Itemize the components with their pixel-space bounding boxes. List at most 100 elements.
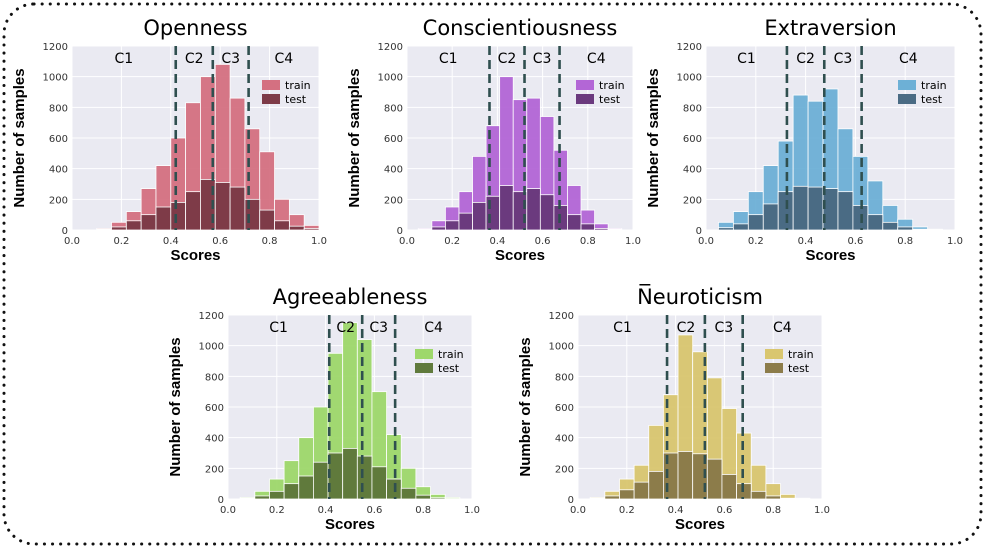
y-tick-label: 600 — [384, 134, 403, 145]
y-tick-label: 1000 — [549, 342, 574, 353]
x-tick-label: 0.0 — [64, 236, 80, 247]
test-bar — [269, 490, 285, 500]
x-tick-label: 0.6 — [366, 505, 382, 516]
test-bar — [445, 220, 460, 231]
test-bar — [312, 461, 329, 500]
test-bar — [677, 451, 694, 500]
x-tick-label: 1.0 — [311, 236, 327, 247]
y-tick-label: 1200 — [43, 42, 68, 53]
test-bar — [485, 195, 501, 231]
cluster-label: C1 — [613, 320, 632, 336]
cluster-label: C4 — [899, 51, 918, 67]
test-bar — [807, 186, 824, 231]
y-tick-label: 600 — [49, 134, 68, 145]
test-bar — [274, 220, 290, 231]
x-tick-label: 0.4 — [163, 236, 179, 247]
test-bar — [431, 226, 446, 231]
panel-title: Conscientiousness — [423, 16, 618, 40]
test-bar — [762, 203, 779, 231]
x-tick-label: 0.8 — [415, 505, 431, 516]
x-tick-label: 0.2 — [748, 236, 764, 247]
test-bar — [589, 497, 606, 500]
x-axis-label: Scores — [805, 247, 855, 264]
test-bar — [472, 201, 487, 231]
legend-label-train: train — [788, 348, 814, 361]
legend-swatch-train — [765, 349, 783, 359]
test-bar — [185, 191, 201, 231]
test-bar — [415, 494, 431, 500]
test-bar — [648, 470, 664, 500]
legend-label-train: train — [599, 79, 625, 92]
x-tick-label: 0.2 — [113, 236, 129, 247]
test-bar — [239, 497, 256, 500]
test-bar — [283, 483, 300, 500]
legend-swatch-train — [576, 80, 594, 90]
test-bar — [125, 220, 142, 231]
histogram-panel-0: C1 C2 C3 C4 0.0 0.2 0.4 0.6 0.8 1.0 0 200 400 600 800 1… — [11, 16, 327, 264]
x-tick-label: 0.8 — [765, 505, 781, 516]
test-bar — [747, 214, 764, 231]
y-tick-label: 800 — [555, 372, 574, 383]
legend-swatch-test — [576, 94, 594, 104]
x-tick-label: 0.4 — [668, 505, 684, 516]
y-tick-label: 0 — [397, 226, 403, 237]
y-tick-label: 1000 — [677, 73, 702, 84]
y-tick-label: 0 — [696, 226, 702, 237]
cluster-label: C2 — [336, 320, 355, 336]
test-bar — [298, 475, 314, 500]
x-tick-label: 0.0 — [399, 236, 415, 247]
legend-swatch-test — [765, 363, 783, 373]
histogram-panel-4: C1 C2 C3 C4 0.0 0.2 0.4 0.6 0.8 1.0 0 200 400 600 800 1… — [517, 283, 830, 533]
test-bar — [750, 490, 767, 500]
y-tick-label: 1200 — [677, 42, 702, 53]
test-bar — [303, 228, 320, 231]
test-bar — [417, 228, 433, 231]
test-bar — [140, 214, 157, 231]
histogram-panel-1: C1 C2 C3 C4 0.0 0.2 0.4 0.6 0.8 1.0 0 200 400 600 800 1… — [346, 16, 641, 264]
y-tick-label: 1000 — [43, 73, 68, 84]
y-axis-label: Number of samples — [167, 337, 184, 476]
x-tick-label: 0.4 — [318, 505, 334, 516]
y-tick-label: 200 — [683, 195, 702, 206]
test-bar — [499, 185, 514, 231]
test-bar — [663, 452, 679, 500]
test-bar — [619, 489, 635, 500]
cluster-label: C1 — [439, 51, 458, 67]
test-bar — [96, 228, 112, 231]
panel-title: Openness — [143, 16, 247, 40]
x-tick-label: 1.0 — [814, 505, 830, 516]
test-bar — [882, 221, 899, 231]
x-axis-label: Scores — [170, 247, 220, 264]
test-bar — [765, 495, 781, 500]
y-tick-label: 800 — [683, 103, 702, 114]
cluster-label: C3 — [714, 320, 733, 336]
x-tick-label: 0.6 — [212, 236, 228, 247]
test-bar — [458, 212, 473, 231]
test-bar — [526, 188, 541, 231]
legend-label-test: test — [921, 93, 943, 106]
cluster-label: C4 — [587, 51, 606, 67]
panel-title: Agreeableness — [273, 285, 428, 309]
test-bar — [342, 447, 358, 500]
x-axis-label: Scores — [675, 516, 725, 533]
cluster-label: C2 — [498, 51, 517, 67]
legend-label-test: test — [788, 362, 810, 375]
cluster-label: C4 — [424, 320, 443, 336]
x-tick-label: 0.6 — [535, 236, 551, 247]
legend-swatch-test — [898, 94, 916, 104]
cluster-label: C3 — [834, 51, 853, 67]
test-bar — [792, 185, 809, 231]
test-bar — [155, 206, 172, 231]
y-tick-label: 0 — [568, 495, 574, 506]
legend-label-train: train — [921, 79, 947, 92]
y-tick-label: 1000 — [378, 73, 403, 84]
test-bar — [170, 201, 187, 231]
cluster-label: C2 — [796, 51, 815, 67]
test-bar — [837, 191, 854, 231]
test-bar — [512, 191, 528, 231]
y-tick-label: 1200 — [199, 311, 224, 322]
test-bar — [721, 474, 738, 500]
test-bar — [633, 481, 650, 500]
cluster-label: C3 — [533, 51, 552, 67]
y-tick-label: 400 — [384, 165, 403, 176]
